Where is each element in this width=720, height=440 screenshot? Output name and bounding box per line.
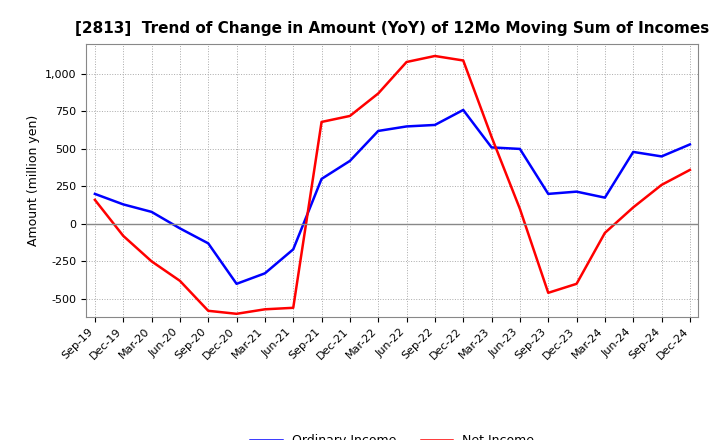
Net Income [516, 206, 524, 212]
Ordinary Income [374, 128, 382, 134]
Ordinary Income [318, 176, 326, 182]
Net Income [233, 311, 241, 316]
Ordinary Income [487, 145, 496, 150]
Ordinary Income [600, 195, 609, 200]
Title: [2813]  Trend of Change in Amount (YoY) of 12Mo Moving Sum of Incomes: [2813] Trend of Change in Amount (YoY) o… [76, 21, 709, 36]
Ordinary Income [176, 226, 184, 231]
Net Income [289, 305, 297, 311]
Ordinary Income [261, 271, 269, 276]
Net Income [318, 119, 326, 125]
Ordinary Income [516, 146, 524, 151]
Net Income [459, 58, 467, 63]
Net Income [148, 259, 156, 264]
Net Income [487, 134, 496, 139]
Line: Ordinary Income: Ordinary Income [95, 110, 690, 284]
Ordinary Income [459, 107, 467, 113]
Legend: Ordinary Income, Net Income: Ordinary Income, Net Income [246, 429, 539, 440]
Net Income [91, 197, 99, 202]
Net Income [204, 308, 212, 313]
Net Income [600, 230, 609, 235]
Net Income [572, 281, 581, 286]
Net Income [657, 182, 666, 187]
Ordinary Income [346, 158, 354, 164]
Ordinary Income [685, 142, 694, 147]
Net Income [261, 307, 269, 312]
Ordinary Income [148, 209, 156, 215]
Ordinary Income [657, 154, 666, 159]
Net Income [119, 233, 127, 238]
Line: Net Income: Net Income [95, 56, 690, 314]
Net Income [374, 91, 382, 96]
Y-axis label: Amount (million yen): Amount (million yen) [27, 115, 40, 246]
Net Income [176, 278, 184, 283]
Ordinary Income [431, 122, 439, 128]
Ordinary Income [402, 124, 411, 129]
Net Income [629, 205, 637, 210]
Net Income [544, 290, 552, 295]
Ordinary Income [289, 247, 297, 252]
Ordinary Income [233, 281, 241, 286]
Net Income [431, 53, 439, 59]
Net Income [346, 114, 354, 119]
Ordinary Income [629, 149, 637, 154]
Ordinary Income [91, 191, 99, 197]
Ordinary Income [544, 191, 552, 197]
Net Income [402, 59, 411, 65]
Net Income [685, 167, 694, 172]
Ordinary Income [572, 189, 581, 194]
Ordinary Income [204, 241, 212, 246]
Ordinary Income [119, 202, 127, 207]
